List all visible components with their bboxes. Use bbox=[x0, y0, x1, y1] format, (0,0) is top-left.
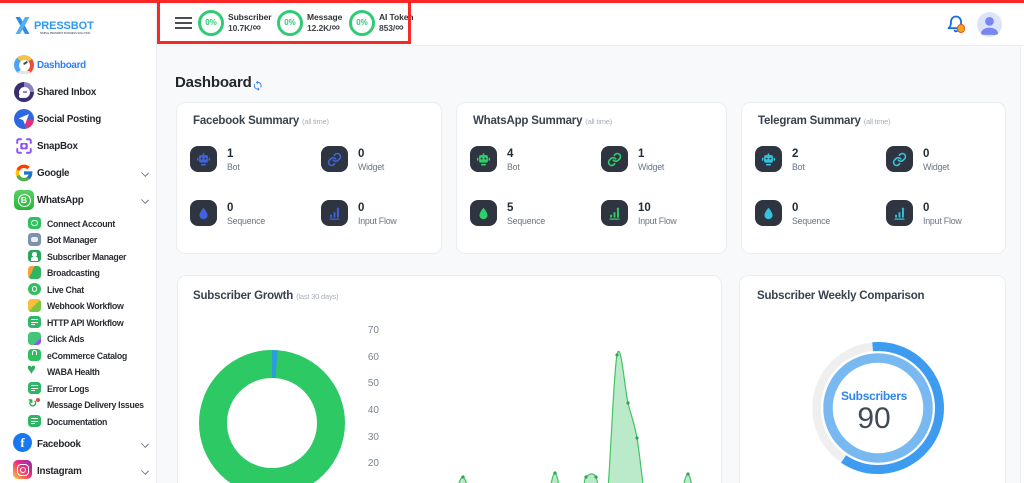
svg-text:PRESSBOT: PRESSBOT bbox=[34, 20, 94, 32]
svg-text:SIMPLE PRESSBOT BUSINESS SOLUT: SIMPLE PRESSBOT BUSINESS SOLUTION bbox=[40, 32, 90, 35]
